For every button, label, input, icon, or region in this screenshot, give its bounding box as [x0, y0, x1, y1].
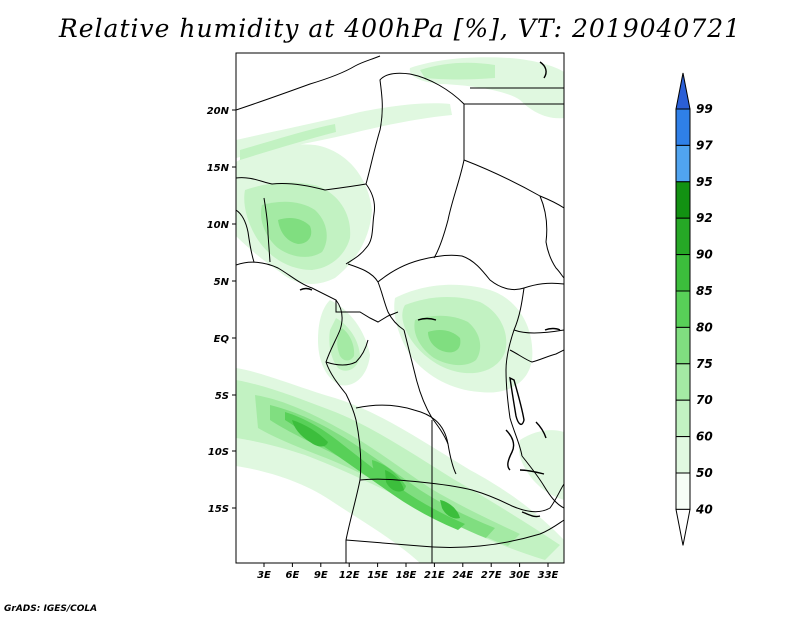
colorbar-swatch [675, 181, 691, 219]
latitude-axis: 20N 15N 10N 5N EQ 5S 10S 15S [207, 106, 236, 515]
longitude-axis: 3E 6E 9E 12E 15E 18E 21E 24E 27E 30E 33E [257, 563, 559, 581]
colorbar-swatch [675, 144, 691, 183]
colorbar-label: 95 [696, 175, 713, 189]
colorbar-label: 97 [696, 138, 713, 152]
map-frame [235, 52, 565, 564]
lat-tick-label: 15N [207, 163, 230, 174]
colorbar-swatch [675, 472, 691, 510]
lat-tick-label: EQ [214, 334, 230, 345]
map-title: Relative humidity at 400hPa [%], VT: 201… [58, 14, 742, 43]
colorbar-label: 80 [696, 320, 713, 334]
colorbar-label: 90 [696, 248, 713, 262]
lon-tick-label: 15E [367, 570, 388, 581]
lon-tick-label: 21E [424, 570, 445, 581]
colorbar-swatch [675, 326, 691, 365]
lakes-and-rivers [299, 61, 561, 518]
colorbar-swatch [675, 290, 691, 328]
colorbar-label: 85 [696, 284, 713, 298]
colorbar-label: 92 [696, 211, 713, 225]
colorbar-bottom-arrow [675, 508, 691, 546]
lat-tick-label: 10N [207, 220, 230, 231]
colorbar-swatch [675, 436, 691, 474]
country-borders [236, 55, 564, 563]
humidity-shading [236, 57, 564, 563]
colorbar-label: 75 [696, 357, 713, 371]
colorbar-label: 40 [695, 502, 713, 516]
colorbar-label: 99 [696, 102, 713, 116]
lon-tick-label: 6E [286, 570, 300, 581]
colorbar-label: 70 [696, 393, 713, 407]
lat-tick-label: 20N [207, 106, 230, 117]
colorbar-swatch [675, 363, 691, 401]
lon-tick-label: 30E [509, 570, 530, 581]
colorbar-label: 60 [696, 430, 713, 444]
lon-tick-label: 9E [314, 570, 328, 581]
lat-tick-label: 5N [214, 277, 230, 288]
lat-tick-label: 10S [208, 447, 229, 458]
colorbar-top-arrow [675, 72, 691, 110]
lon-tick-label: 18E [396, 570, 417, 581]
colorbar: 99 97 95 92 90 85 80 75 70 60 50 40 [675, 72, 713, 546]
lon-tick-label: 12E [339, 570, 360, 581]
colorbar-swatch [675, 108, 691, 146]
colorbar-swatch [675, 254, 691, 292]
lon-tick-label: 27E [481, 570, 502, 581]
lon-tick-label: 33E [538, 570, 559, 581]
colorbar-swatch [675, 217, 691, 256]
grads-credit: GrADS: IGES/COLA [4, 604, 98, 614]
lon-tick-label: 3E [257, 570, 271, 581]
lat-tick-label: 15S [208, 504, 229, 515]
colorbar-swatch [675, 399, 691, 438]
lat-tick-label: 5S [215, 391, 229, 402]
lon-tick-label: 24E [452, 570, 473, 581]
colorbar-label: 50 [696, 466, 713, 480]
